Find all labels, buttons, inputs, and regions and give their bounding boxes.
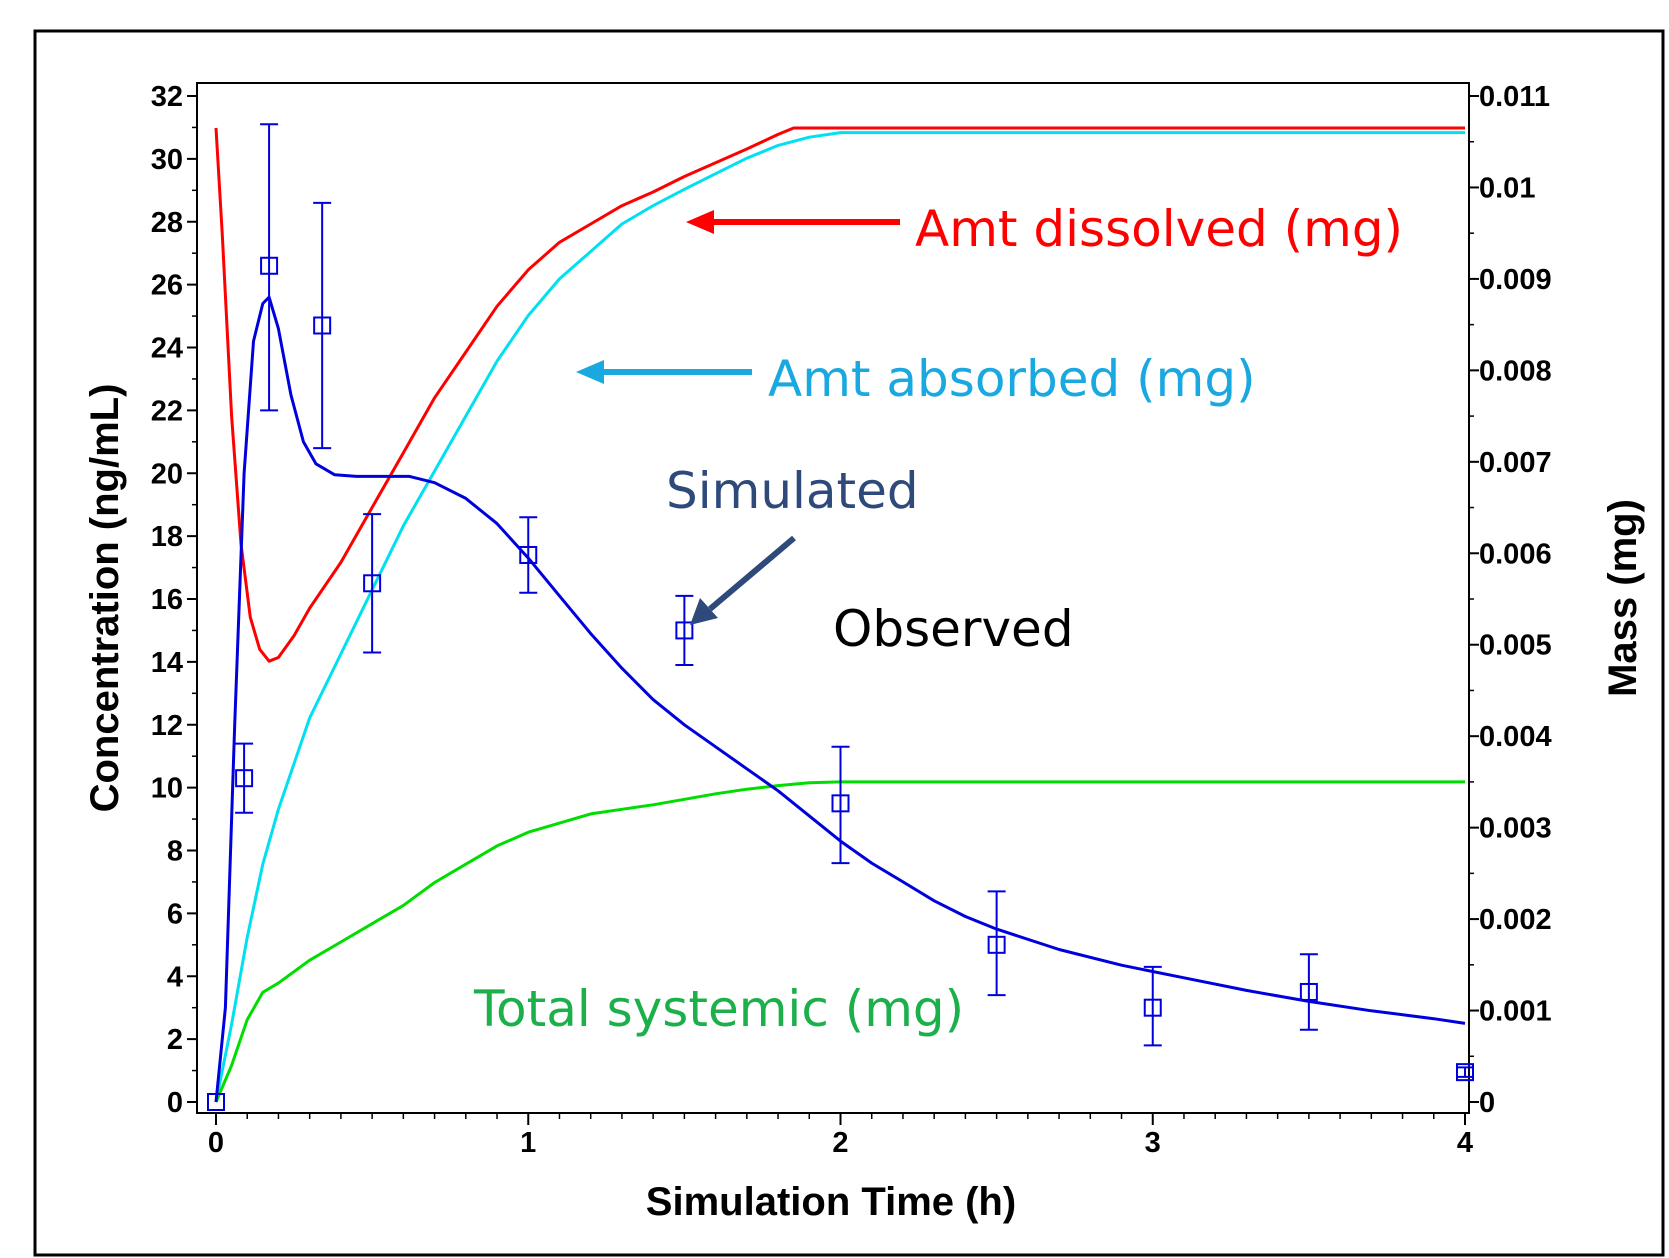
y-tick-label: 4	[167, 961, 183, 993]
y-tick-label: 14	[151, 647, 183, 679]
y2-tick-label: 0.001	[1479, 996, 1552, 1028]
y2-tick-label: 0.008	[1479, 355, 1552, 387]
y2-tick-label: 0.007	[1479, 447, 1552, 479]
y2-tick-label: 0.009	[1479, 264, 1552, 296]
arrow-absorbed-head	[576, 360, 604, 384]
x-axis: 0 1 2 3 4	[208, 1113, 1473, 1159]
observed-marker	[1143, 998, 1162, 1017]
observed-marker	[987, 935, 1006, 954]
observed-point	[675, 594, 694, 667]
y2-tick-label: 0.005	[1479, 630, 1552, 662]
observed-marker	[1456, 1063, 1474, 1082]
series-total-systemic	[214, 780, 1465, 1103]
y-tick-label: 18	[151, 521, 183, 553]
y-tick-label: 0	[167, 1087, 183, 1119]
observed-point	[363, 513, 382, 654]
y2-tick-label: 0.003	[1479, 813, 1552, 845]
observed-point	[987, 890, 1006, 997]
observed-marker	[1299, 982, 1318, 1001]
y-tick-label: 16	[151, 584, 183, 616]
x-tick-label: 4	[1457, 1127, 1473, 1159]
annotation-dissolved: Amt dissolved (mg)	[915, 200, 1403, 258]
observed-point	[235, 742, 254, 814]
y-tick-label: 30	[151, 144, 183, 176]
observed-marker	[675, 621, 694, 640]
observed-marker	[831, 794, 850, 813]
y-tick-label: 12	[151, 710, 183, 742]
y-tick-label: 6	[167, 898, 183, 930]
x-tick-label: 1	[520, 1127, 536, 1159]
observed-marker	[363, 574, 382, 593]
y2-tick-label: 0.01	[1479, 172, 1535, 204]
y-axis-right: 0 0.001 0.002 0.003 0.004 0.005 0.006 0.007 0.00…	[1469, 81, 1552, 1119]
observed-marker	[313, 316, 332, 335]
series-amt-absorbed	[214, 131, 1465, 1103]
y-tick-label: 20	[151, 458, 183, 490]
y-tick-label: 2	[167, 1024, 183, 1056]
observed-marker	[519, 545, 538, 564]
y-axis-title: Concentration (ng/mL)	[83, 384, 127, 813]
arrow-simulated	[708, 535, 796, 612]
observed-point	[1299, 953, 1318, 1031]
x-axis-title: Simulation Time (h)	[646, 1180, 1016, 1224]
observed-marker	[260, 256, 279, 275]
y2-tick-label: 0.011	[1479, 81, 1550, 113]
observed-point	[313, 201, 332, 450]
annotation-observed: Observed	[833, 600, 1074, 658]
y-tick-label: 28	[151, 207, 183, 239]
observed-layer	[207, 123, 1474, 1111]
x-tick-label: 3	[1145, 1127, 1161, 1159]
y2-axis-title: Mass (mg)	[1601, 499, 1645, 697]
annotation-total-systemic: Total systemic (mg)	[473, 980, 964, 1038]
arrow-dissolved-head	[686, 210, 714, 234]
y-tick-label: 32	[151, 81, 183, 113]
annotation-absorbed: Amt absorbed (mg)	[768, 350, 1256, 408]
y-tick-label: 26	[151, 270, 183, 302]
series-amt-dissolved	[214, 126, 1465, 663]
observed-point	[1143, 965, 1162, 1047]
y2-tick-label: 0.002	[1479, 904, 1552, 936]
x-tick-label: 2	[832, 1127, 848, 1159]
y-tick-label: 8	[167, 836, 183, 868]
observed-marker	[235, 769, 254, 788]
observed-point	[207, 1093, 225, 1111]
series-layer	[214, 126, 1466, 1103]
y2-tick-label: 0.004	[1479, 721, 1552, 753]
arrow-simulated-head	[690, 598, 718, 625]
observed-point	[260, 123, 279, 412]
annotation-simulated: Simulated	[666, 462, 919, 520]
series-simulated-concentration	[214, 295, 1466, 1103]
y2-tick-label: 0	[1479, 1087, 1495, 1119]
observed-point	[831, 745, 850, 865]
y-tick-label: 24	[151, 333, 183, 365]
observed-point	[519, 516, 538, 594]
y2-tick-label: 0.006	[1479, 538, 1552, 570]
y-tick-label: 22	[151, 395, 183, 427]
figure-frame	[33, 29, 1665, 1257]
observed-marker	[207, 1093, 225, 1111]
observed-point	[1456, 1063, 1474, 1082]
x-tick-label: 0	[208, 1127, 224, 1159]
y-tick-label: 10	[151, 773, 183, 805]
